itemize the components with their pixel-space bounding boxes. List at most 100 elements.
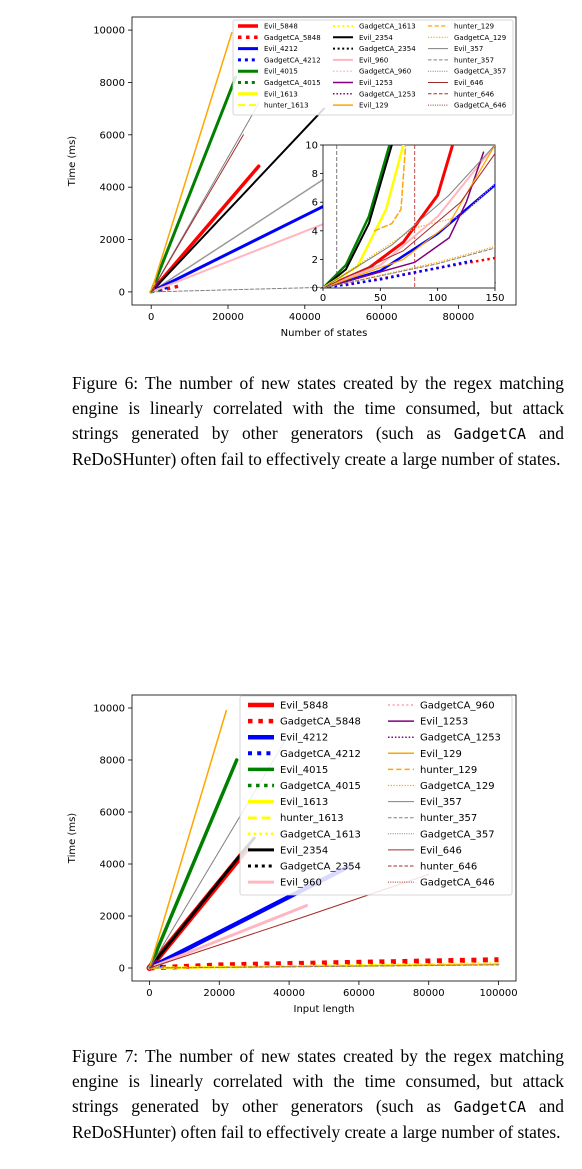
fig7-legend-label: GadgetCA_960 xyxy=(420,701,495,712)
fig6-legend-label: GadgetCA_2354 xyxy=(359,45,416,53)
fig7-legend-label: GadgetCA_4212 xyxy=(280,749,361,760)
fig7-legend-label: Evil_646 xyxy=(420,845,462,856)
fig7-legend-label: GadgetCA_129 xyxy=(420,781,495,792)
fig6-x-tick-label: 60000 xyxy=(366,312,398,323)
fig7-legend-label: Evil_357 xyxy=(420,797,462,808)
figure7-chart: 0 20000 40000 60000 80000 100000 0 2000 4000 6000… xyxy=(67,694,518,1016)
fig7-legend-label: Evil_4015 xyxy=(280,765,328,776)
fig7-legend-label: Evil_2354 xyxy=(280,845,328,856)
fig6-series-evil-4015 xyxy=(149,75,238,294)
fig6-inset-series-evil-5848 xyxy=(323,145,455,288)
figure6-caption-text: The number of new states created by the … xyxy=(72,373,564,443)
fig7-x-tick-label: 80000 xyxy=(413,988,445,999)
fig6-legend-label: GadgetCA_1253 xyxy=(359,90,416,98)
fig7-legend-label: Evil_1613 xyxy=(280,797,328,808)
fig7-plot-frame xyxy=(131,694,517,982)
figure7-caption-text-end: and ReDoSHunter) often fail to effective… xyxy=(72,1096,564,1142)
fig6-inset-x-tick-label: 0 xyxy=(320,293,326,304)
fig6-legend-label: hunter_646 xyxy=(454,90,495,98)
fig6-inset-y-tick-label: 10 xyxy=(305,141,318,152)
figure7-caption: Figure 7: The number of new states creat… xyxy=(72,1044,564,1145)
fig7-legend-label: GadgetCA_646 xyxy=(420,878,495,889)
fig7-legend-label: hunter_357 xyxy=(420,813,477,824)
fig6-x-tick-label: 80000 xyxy=(442,312,474,323)
fig7-legend-label: Evil_5848 xyxy=(280,701,328,712)
fig6-legend-label: Evil_357 xyxy=(454,45,483,53)
fig6-inset-x-tick-label: 100 xyxy=(428,293,447,304)
fig6-inset-series-gadgetca-4212 xyxy=(323,259,473,288)
fig6-legend-label: Evil_129 xyxy=(359,102,388,110)
fig6-inset-y-tick-label: 6 xyxy=(312,198,318,209)
fig6-legend-label: GadgetCA_1613 xyxy=(359,22,416,30)
fig7-legend-label: Evil_1253 xyxy=(420,717,468,728)
fig6-series-gadgetca-646 xyxy=(150,288,156,293)
fig6-inset-series-evil-2354 xyxy=(323,145,393,288)
fig7-legend-box xyxy=(239,695,513,896)
fig7-series-evil-2354 xyxy=(148,836,256,970)
fig6-axes: 0 20000 40000 60000 80000 0 2000 4000 6000 8000 10… xyxy=(67,26,474,339)
figure6-chart: 0 20000 40000 60000 80000 0 2000 4000 6000 8000 10… xyxy=(67,16,517,339)
fig7-series-hunter-357 xyxy=(149,964,499,969)
fig7-legend-label: Evil_4212 xyxy=(280,733,328,744)
fig6-series-evil-5848 xyxy=(149,164,261,294)
fig6-series-evil-129 xyxy=(150,31,233,293)
fig7-y-tick-label: 10000 xyxy=(93,704,125,715)
fig7-legend-label: GadgetCA_4015 xyxy=(280,781,361,792)
fig6-legend-label: Evil_2354 xyxy=(359,34,393,42)
fig7-legend-label: GadgetCA_1613 xyxy=(280,829,361,840)
fig6-series-evil-960 xyxy=(150,222,325,293)
fig7-legend-label: hunter_1613 xyxy=(280,813,344,824)
figure7-caption-label: Figure 7: xyxy=(72,1046,139,1066)
figure6-caption-gadgetca: GadgetCA xyxy=(453,425,527,443)
fig6-plot-frame xyxy=(131,16,517,306)
fig6-y-tick-label: 4000 xyxy=(100,183,125,194)
fig7-series-gadgetca-646 xyxy=(149,965,154,969)
figure6-caption-text-end: and ReDoSHunter) often fail to effective… xyxy=(72,423,564,469)
figure6-caption-label: Figure 6: xyxy=(72,373,139,393)
fig6-inset-series-evil-129 xyxy=(323,145,495,288)
fig6-series-evil-646 xyxy=(150,134,244,293)
fig6-extra-series-extra xyxy=(150,170,337,293)
fig6-series-gadgetca-4212 xyxy=(150,285,171,294)
fig7-legend-label: hunter_646 xyxy=(420,862,477,873)
figure7-caption-gadgetca: GadgetCA xyxy=(453,1098,527,1116)
fig7-x-tick-label: 100000 xyxy=(479,988,517,999)
fig6-inset-series-evil-960 xyxy=(323,145,495,288)
fig6-legend-label: GadgetCA_4212 xyxy=(264,56,321,64)
fig6-inset-series-hunter-357 xyxy=(323,247,495,288)
fig6-inset-frame xyxy=(322,144,496,289)
fig7-y-tick-label: 6000 xyxy=(100,808,125,819)
fig6-legend-label: GadgetCA_129 xyxy=(454,34,506,42)
fig7-x-tick-label: 60000 xyxy=(343,988,375,999)
fig6-y-tick-label: 10000 xyxy=(93,26,125,37)
fig6-legend-label: Evil_4015 xyxy=(264,68,298,76)
fig7-y-tick-label: 2000 xyxy=(100,912,125,923)
fig7-y-tick-label: 0 xyxy=(119,964,125,975)
fig6-legend-label: hunter_357 xyxy=(454,56,494,64)
fig6-inset-lines xyxy=(323,145,495,288)
fig6-legend-label: hunter_129 xyxy=(454,22,494,30)
fig6-x-axis-label: Number of states xyxy=(281,328,368,339)
fig6-inset-series-evil-646 xyxy=(323,153,495,288)
fig7-axes: 0 20000 40000 60000 80000 100000 0 2000 4000 6000… xyxy=(67,704,518,1016)
fig7-y-axis-label: Time (ms) xyxy=(67,813,78,865)
fig6-x-tick-label: 0 xyxy=(148,312,154,323)
fig6-y-tick-label: 0 xyxy=(119,287,125,298)
fig7-legend-label: hunter_129 xyxy=(420,765,477,776)
fig7-legend-label: GadgetCA_2354 xyxy=(280,862,361,873)
fig6-inset-x-tick-label: 50 xyxy=(374,293,387,304)
fig6-y-tick-label: 8000 xyxy=(100,78,125,89)
fig6-inset-series-hunter-1613 xyxy=(373,145,407,232)
fig7-legend-label: GadgetCA_357 xyxy=(420,829,495,840)
fig6-legend-label: Evil_960 xyxy=(359,56,388,64)
fig6-legend-label: GadgetCA_960 xyxy=(359,68,411,76)
fig6-legend-label: hunter_1613 xyxy=(264,102,309,110)
fig7-x-tick-label: 0 xyxy=(146,988,152,999)
fig6-inset-series-evil-357 xyxy=(323,145,495,288)
fig7-x-tick-label: 20000 xyxy=(203,988,235,999)
fig6-inset-y-tick-label: 4 xyxy=(312,226,318,237)
fig6-y-axis-label: Time (ms) xyxy=(67,136,78,188)
fig6-legend-label: Evil_646 xyxy=(454,79,484,87)
fig6-legend-box xyxy=(232,19,514,116)
fig6-inset-series-evil-4015 xyxy=(323,145,391,288)
